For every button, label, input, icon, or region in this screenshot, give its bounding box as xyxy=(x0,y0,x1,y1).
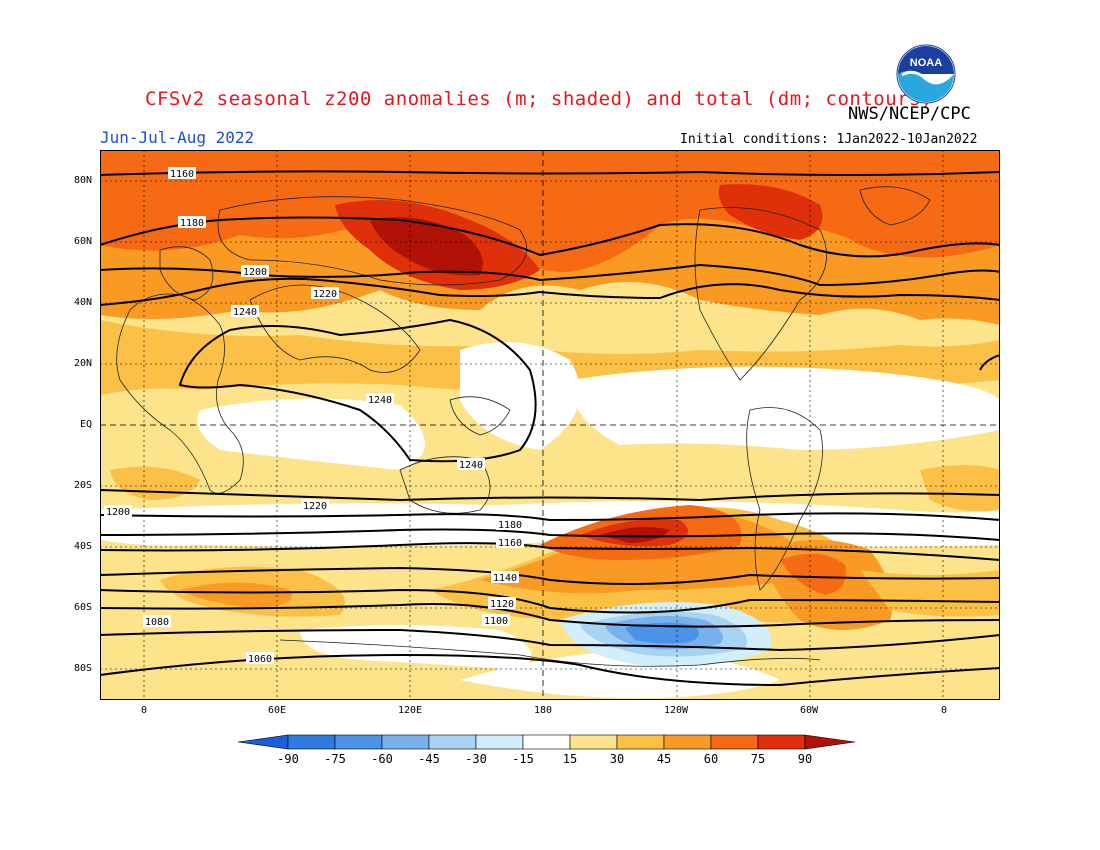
lat-label: EQ xyxy=(80,419,93,430)
lat-label: 60S xyxy=(74,602,93,613)
anomaly-map: 1160 1180 1200 1220 1240 1240 1240 1220 … xyxy=(100,150,1000,700)
lat-label: 60N xyxy=(74,236,93,247)
colorbar-label: -15 xyxy=(512,752,534,766)
contour-label: 1200 xyxy=(104,505,132,518)
colorbar-bin xyxy=(757,734,806,750)
map-title: CFSv2 seasonal z200 anomalies (m; shaded… xyxy=(145,88,933,110)
contour-label: 1060 xyxy=(246,652,274,665)
lat-label: 80S xyxy=(74,663,93,674)
colorbar-label: 45 xyxy=(656,752,672,766)
colorbar-bin xyxy=(238,734,289,750)
lon-label: 0 xyxy=(941,705,948,716)
contour-label-text: 1080 xyxy=(145,617,169,628)
colorbar-label: 60 xyxy=(703,752,719,766)
colorbar-bin xyxy=(663,734,712,750)
colorbar-label: 30 xyxy=(609,752,625,766)
colorbar-label: 15 xyxy=(562,752,578,766)
colorbar-bin xyxy=(710,734,759,750)
noaa-logo-text: NOAA xyxy=(910,57,942,69)
contour-label-text: 1240 xyxy=(233,307,257,318)
colorbar-label: 90 xyxy=(797,752,813,766)
colorbar-bin xyxy=(334,734,383,750)
colorbar-label: 75 xyxy=(750,752,766,766)
contour-label: 1220 xyxy=(301,499,329,512)
contour-label: 1180 xyxy=(496,518,524,531)
contour-label: 1220 xyxy=(311,287,339,300)
colorbar-bin xyxy=(804,734,856,750)
lon-label: 0 xyxy=(141,705,148,716)
colorbar-bin xyxy=(522,734,571,750)
contour-label: 1100 xyxy=(482,614,510,627)
agency-label: NWS/NCEP/CPC xyxy=(848,104,971,124)
colorbar-bin xyxy=(381,734,430,750)
contour-label: 1200 xyxy=(241,265,269,278)
contour-label: 1160 xyxy=(496,536,524,549)
contour-label-text: 1220 xyxy=(313,289,337,300)
colorbar xyxy=(238,734,856,750)
contour-label: 1120 xyxy=(488,597,516,610)
contour-label-text: 1160 xyxy=(498,538,522,549)
contour-label-text: 1160 xyxy=(170,169,194,180)
lat-label: 80N xyxy=(74,175,93,186)
contour-label: 1240 xyxy=(366,393,394,406)
colorbar-label: -75 xyxy=(324,752,346,766)
lon-label: 60E xyxy=(268,705,287,716)
colorbar-bin xyxy=(287,734,336,750)
lon-label: 120E xyxy=(398,705,423,716)
contour-label: 1240 xyxy=(231,305,259,318)
contour-labels: 1160 1180 1200 1220 1240 1240 1240 1220 … xyxy=(104,167,524,665)
lat-label: 20S xyxy=(74,480,93,491)
initial-conditions: Initial conditions: 1Jan2022-10Jan2022 xyxy=(680,132,978,147)
colorbar-label: -60 xyxy=(371,752,393,766)
contour-label-text: 1200 xyxy=(106,507,130,518)
contour-label: 1080 xyxy=(143,615,171,628)
colorbar-bin xyxy=(475,734,524,750)
contour-label-text: 1180 xyxy=(498,520,522,531)
contour-label-text: 1060 xyxy=(248,654,272,665)
lon-label: 180 xyxy=(534,705,553,716)
colorbar-label: -90 xyxy=(277,752,299,766)
contour-label: 1240 xyxy=(457,458,485,471)
lon-label: 60W xyxy=(800,705,819,716)
contour-label-text: 1100 xyxy=(484,616,508,627)
contour-label-text: 1200 xyxy=(243,267,267,278)
colorbar-bin xyxy=(616,734,665,750)
contour-label-text: 1240 xyxy=(368,395,392,406)
lat-label: 40N xyxy=(74,297,93,308)
contour-label-text: 1220 xyxy=(303,501,327,512)
contour-label-text: 1140 xyxy=(493,573,517,584)
lat-label: 40S xyxy=(74,541,93,552)
contour-label: 1140 xyxy=(491,571,519,584)
contour-label: 1180 xyxy=(178,216,206,229)
contour-label-text: 1240 xyxy=(459,460,483,471)
lon-label: 120W xyxy=(664,705,689,716)
contour-label: 1160 xyxy=(168,167,196,180)
noaa-logo: NOAA xyxy=(896,44,956,104)
contour-label-text: 1120 xyxy=(490,599,514,610)
colorbar-label: -45 xyxy=(418,752,440,766)
lat-label: 20N xyxy=(74,358,93,369)
contour-label-text: 1180 xyxy=(180,218,204,229)
season-label: Jun-Jul-Aug 2022 xyxy=(100,128,255,147)
colorbar-bin xyxy=(428,734,477,750)
colorbar-bin xyxy=(569,734,618,750)
colorbar-label: -30 xyxy=(465,752,487,766)
